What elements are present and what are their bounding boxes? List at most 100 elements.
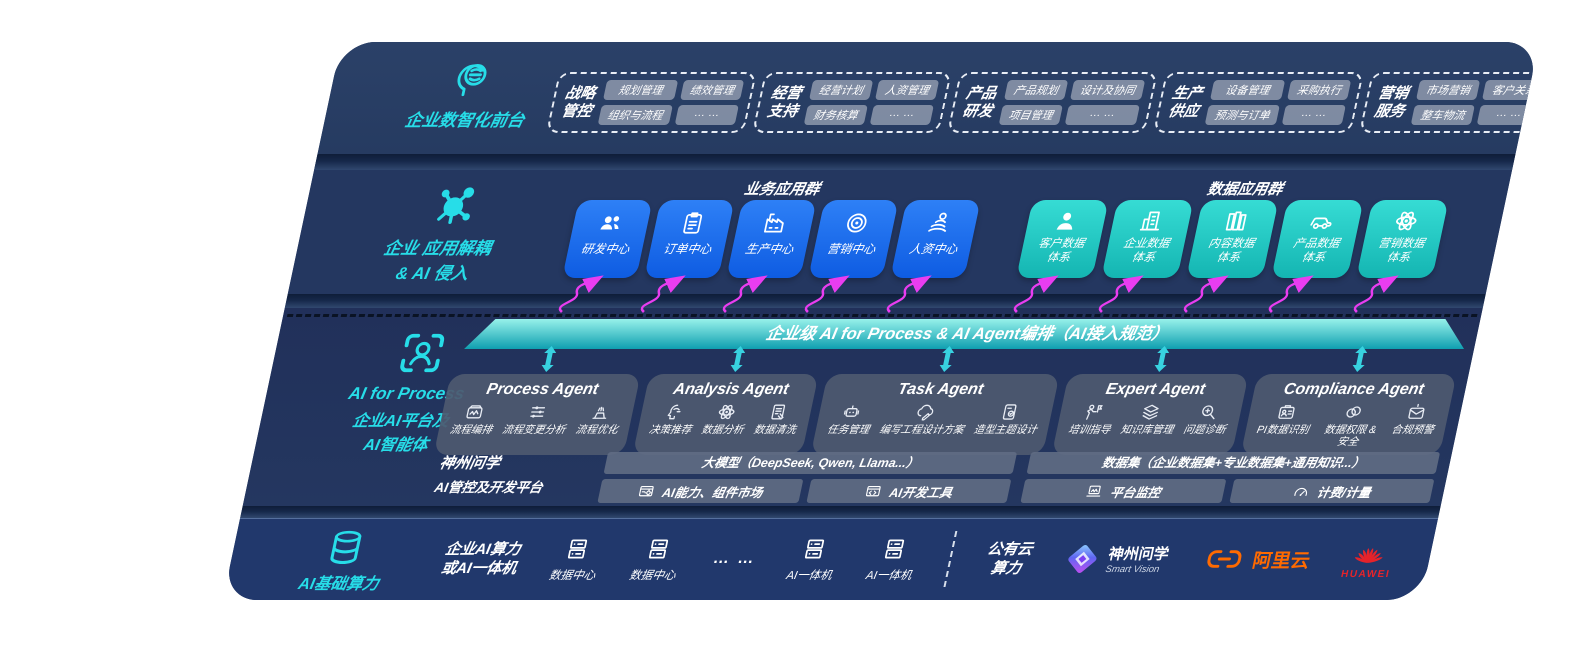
server-icon <box>879 536 911 562</box>
huawei-logo <box>1350 538 1390 568</box>
data-system-card: 客户数据 体系 <box>1016 200 1109 278</box>
agent-card-task: Task Agent 任务管理 编写工程设计方案 造型主题设计 <box>810 346 1061 455</box>
theme-icon <box>997 402 1021 422</box>
group-title: 生产供应 <box>1166 85 1205 120</box>
group-title: 经营支持 <box>765 85 804 120</box>
server-icon <box>799 536 831 562</box>
data-system-card: 营销数据 体系 <box>1356 200 1449 278</box>
access-spec-dashline <box>286 314 1478 317</box>
capability-pill: 整车物流 <box>1410 105 1475 125</box>
updown-arrow-icon <box>727 346 748 372</box>
decoupling-label: 企业 应用解耦 & AI 侵入 <box>382 239 493 283</box>
model-bar: 大模型（DeepSeek, Qwen, Llama...） <box>603 452 1018 474</box>
business-app-card: 生产中心 <box>726 200 817 278</box>
band-separator <box>240 506 1441 518</box>
training-icon <box>1081 402 1105 422</box>
components-icon <box>636 483 657 500</box>
capability-pill: … … <box>674 105 739 125</box>
metering-cell: 计费/计量 <box>1228 479 1435 503</box>
capability-pill: 财务核算 <box>803 105 868 125</box>
vendor-huawei: HUAWEI <box>1340 538 1398 580</box>
capability-pill: 设备管理 <box>1209 80 1286 100</box>
datacenter-node: 数据中心 <box>548 536 604 583</box>
business-app-card: 订单中心 <box>644 200 735 278</box>
analysis-icon <box>714 402 738 422</box>
task-icon <box>840 402 864 422</box>
monitor-icon <box>1084 483 1105 500</box>
front-office-groups: 战略管控 规划管理 绩效管理 组织与流程 … … 经营支持 经营计划 人资管理 … <box>545 72 1540 133</box>
dataset-bar: 数据集（企业数据集+专业数据集+通用知识...） <box>1026 452 1441 474</box>
flow-arrows <box>558 275 1399 313</box>
divider <box>943 531 958 587</box>
group-title: 产品研发 <box>960 85 999 120</box>
brain-head-icon <box>447 58 498 100</box>
server-icon <box>642 536 674 562</box>
agent-card-analysis: Analysis Agent 决策推荐 数据分析 数据清洗 <box>632 346 819 455</box>
dataset-group: 数据集（企业数据集+专业数据集+通用知识...） 平台监控 计费/计量 <box>1020 452 1441 503</box>
capability-pill: 项目管理 <box>998 105 1063 125</box>
capability-pill: … … <box>1281 105 1346 125</box>
business-group-header: 业务应用群 <box>742 181 822 198</box>
capability-pill: … … <box>1064 105 1140 125</box>
devtools-icon <box>863 483 884 500</box>
meter-icon <box>1291 483 1312 500</box>
layers-icon <box>1139 402 1163 422</box>
business-app-card: 研发中心 <box>562 200 653 278</box>
capability-pill: 人资管理 <box>874 80 940 100</box>
business-app-cards: 研发中心 订单中心 生产中心 营销中心 人资中心 <box>562 200 981 278</box>
updown-arrow-icon <box>1152 346 1173 372</box>
data-system-card: 产品数据 体系 <box>1271 200 1364 278</box>
decision-icon <box>662 402 686 422</box>
architecture-board: 企业数智化前台 企业 应用解耦 & AI 侵入 AI for Process 企… <box>222 42 1540 600</box>
server-icon <box>562 536 594 562</box>
monitoring-cell: 平台监控 <box>1020 479 1226 503</box>
factory-icon <box>759 210 791 236</box>
updown-arrow-icon <box>937 346 958 372</box>
clean-icon <box>767 402 791 422</box>
vendor-shenzhou: 神州问学 Smart Vision <box>1061 541 1172 577</box>
person-icon <box>1050 208 1082 234</box>
group-title: 战略管控 <box>559 85 598 120</box>
infra-row: 企业AI算力 或AI一体机 数据中心 数据中心 … … AI一体机 AI一体机 公… <box>436 524 1401 594</box>
front-office-label: 企业数智化前台 <box>403 111 527 130</box>
front-office-group: 营销服务 市场营销 客户关系 整车物流 … … <box>1358 72 1540 133</box>
capability-pill: 客户关系 <box>1481 80 1540 100</box>
band-separator <box>314 154 1516 170</box>
front-office-group: 产品研发 产品规划 设计及协同 项目管理 … … <box>946 72 1158 133</box>
flow-icon <box>463 402 487 422</box>
front-office-group: 经营支持 经营计划 人资管理 财务核算 … … <box>751 72 952 133</box>
team-icon <box>595 210 627 236</box>
target-icon <box>841 210 873 236</box>
data-system-cards: 客户数据 体系 企业数据 体系 内容数据 体系 产品数据 体系 营销数据 体系 <box>1016 200 1449 278</box>
atom-icon <box>1390 208 1422 234</box>
capability-pill: 设计及协同 <box>1069 80 1146 100</box>
dev-platform-row: 神州问学 AI管控及开发平台 大模型（DeepSeek, Qwen, Llama… <box>431 452 1441 503</box>
capability-pill: … … <box>1476 105 1540 125</box>
person-scan-icon <box>394 330 450 376</box>
capability-pill: 绩效管理 <box>679 80 745 100</box>
hr-icon <box>923 210 955 236</box>
building-icon <box>1135 208 1167 234</box>
business-app-card: 人资中心 <box>890 200 981 278</box>
ai-appliance-node: AI一体机 <box>865 536 920 583</box>
capability-pill: 规划管理 <box>602 80 679 100</box>
sliders-icon <box>526 402 550 422</box>
datacenter-node: 数据中心 <box>628 536 684 583</box>
capability-pill: 市场营销 <box>1415 80 1481 100</box>
group-title: 营销服务 <box>1372 85 1411 120</box>
orchestration-bar: 企业级 AI for Process & AI Agent编排（AI接入规范） <box>464 319 1470 349</box>
infra-label: AI基础算力 <box>296 576 381 593</box>
aliyun-logo <box>1200 548 1249 570</box>
dev-platform-label: 神州问学 AI管控及开发平台 <box>433 455 545 495</box>
front-office-group: 生产供应 设备管理 采购执行 预测与订单 … … <box>1152 72 1364 133</box>
idcard-icon <box>1275 402 1299 422</box>
permission-icon <box>1342 402 1366 422</box>
database-icon <box>321 528 370 568</box>
capability-pill: 产品规划 <box>1003 80 1069 100</box>
alert-icon <box>1404 402 1428 422</box>
business-app-card: 营销中心 <box>808 200 899 278</box>
capability-pill: 组织与流程 <box>597 105 673 125</box>
optimize-icon <box>588 402 612 422</box>
clipboard-icon <box>677 210 709 236</box>
molecule-icon <box>428 182 484 228</box>
